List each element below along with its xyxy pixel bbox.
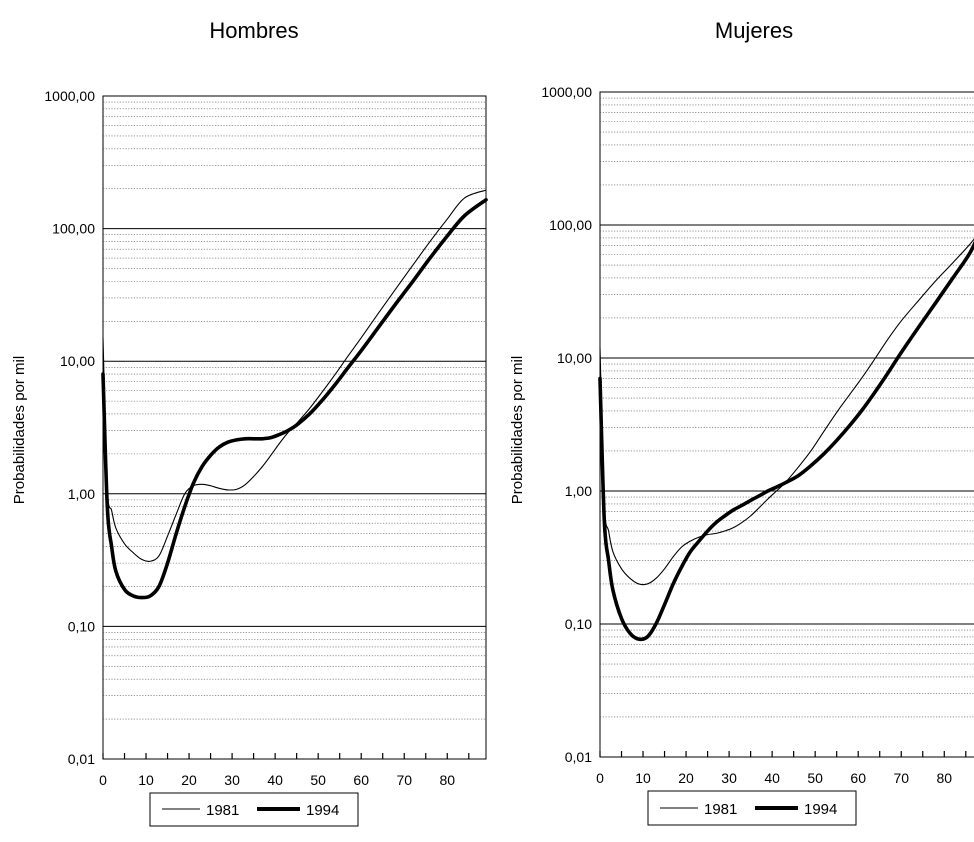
y-tick-label: 100,00 [52, 221, 95, 237]
gridlines [600, 97, 974, 718]
legend-label-1981: 1981 [206, 802, 239, 819]
y-tick-label: 100,00 [549, 217, 592, 233]
x-tick-label: 40 [764, 770, 780, 786]
legend-label-1994: 1994 [804, 801, 837, 818]
x-tick-labels: 0 10 20 30 40 50 60 70 80 [99, 753, 470, 788]
x-tick-label: 0 [596, 770, 604, 786]
x-tick-label: 30 [721, 770, 737, 786]
y-tick-label: 0,01 [68, 751, 95, 767]
chart-title: Hombres [209, 18, 298, 43]
x-tick-label: 60 [850, 770, 866, 786]
chart-hombres: Hombres Probabilidades por mil 0,01 0,10 1… [11, 18, 488, 827]
y-tick-label: 0,10 [68, 618, 95, 634]
x-tick-label: 80 [439, 772, 455, 788]
x-tick-label: 70 [396, 772, 412, 788]
y-tick-label: 1000,00 [44, 88, 95, 104]
y-tick-label: 0,10 [565, 616, 592, 632]
series-line-1994 [101, 197, 488, 600]
x-tick-label: 40 [267, 772, 283, 788]
y-tick-label: 1,00 [68, 486, 95, 502]
series-line-1981 [599, 238, 974, 586]
y-tick-label: 10,00 [557, 350, 592, 366]
x-tick-label: 20 [678, 770, 694, 786]
series-lines [101, 189, 488, 600]
x-tick-label: 20 [181, 772, 197, 788]
series-lines [598, 238, 974, 642]
y-tick-label: 1,00 [565, 483, 592, 499]
x-tick-label: 0 [99, 772, 107, 788]
x-tick-label: 50 [807, 770, 823, 786]
legend-label-1981: 1981 [704, 801, 737, 818]
x-tick-label: 10 [635, 770, 651, 786]
y-tick-label: 1000,00 [541, 84, 592, 100]
x-tick-label: 10 [138, 772, 154, 788]
x-tick-label: 80 [936, 770, 952, 786]
y-tick-labels: 0,01 0,10 1,00 10,00 100,00 1000,00 [44, 88, 95, 767]
x-tick-label: 60 [353, 772, 369, 788]
series-line-1981 [102, 189, 487, 562]
x-tick-label: 30 [224, 772, 240, 788]
y-tick-label: 10,00 [60, 353, 95, 369]
y-axis-label: Probabilidades por mil [509, 356, 526, 504]
legend-label-1994: 1994 [306, 802, 339, 819]
legend: 1981 1994 [149, 792, 359, 827]
plot-area [599, 91, 974, 758]
chart-title: Mujeres [715, 18, 793, 43]
gridlines [103, 101, 486, 720]
y-tick-labels: 0,01 0,10 1,00 10,00 100,00 1000,00 [541, 84, 592, 765]
x-tick-label: 70 [893, 770, 909, 786]
y-axis-label: Probabilidades por mil [11, 356, 28, 504]
x-tick-label: 50 [310, 772, 326, 788]
legend: 1981 1994 [647, 790, 857, 826]
series-line-1994 [598, 240, 974, 642]
x-tick-labels: 0 10 20 30 40 50 60 70 80 [596, 751, 967, 786]
chart-mujeres: Mujeres Probabilidades por mil 0,01 0,10 1… [509, 18, 974, 826]
y-tick-label: 0,01 [565, 749, 592, 765]
